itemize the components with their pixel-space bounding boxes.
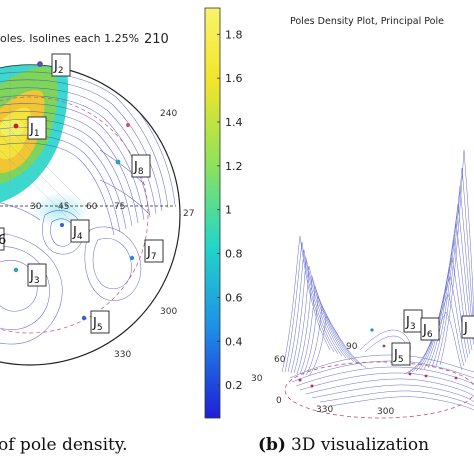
svg-text:J5: J5 — [393, 348, 404, 365]
dashed-great-circle — [0, 96, 149, 334]
svg-text:6: 6 — [0, 233, 6, 248]
colorbar: 1.8 1.6 1.4 1.2 1 0.8 0.6 0.4 0.2 — [204, 7, 243, 419]
colorbar-tick-label: 1.2 — [225, 160, 243, 173]
caption-b: (b) 3D visualization — [258, 435, 429, 455]
azimuth-label: 240 — [160, 109, 177, 119]
svg-text:J6: J6 — [422, 323, 433, 340]
stereonet-panel: oles. Isolines each 1.25% 210 240 27 300… — [0, 32, 194, 455]
joint-label-j2: J2 — [51, 53, 71, 77]
joint-label-j6-partial: 6 — [0, 227, 6, 251]
colorbar-tick-label: 1.8 — [225, 28, 243, 41]
pole-marker — [81, 315, 87, 321]
svg-text:J: J — [463, 321, 468, 336]
svg-text:J3: J3 — [29, 269, 40, 286]
pole-marker — [115, 159, 121, 165]
svg-text:J4: J4 — [72, 225, 83, 242]
stereonet-title-number: 210 — [144, 32, 169, 47]
surface-3d-panel: Poles Density Plot, Principal Pole — [251, 16, 474, 455]
colorbar-tick-label: 1.4 — [225, 116, 243, 129]
grid-label: 60 — [86, 202, 98, 212]
surface-axis-label: 90 — [346, 342, 358, 352]
svg-text:J2: J2 — [53, 59, 64, 76]
surface-joint-label-partial: J — [461, 315, 474, 339]
azimuth-label: 300 — [160, 307, 177, 317]
colorbar-ticks: 1.8 1.6 1.4 1.2 1 0.8 0.6 0.4 0.2 — [217, 28, 243, 392]
svg-text:J1: J1 — [29, 122, 40, 139]
svg-text:J7: J7 — [146, 245, 157, 262]
azimuth-label: 27 — [183, 209, 194, 219]
colorbar-tick-label: 0.6 — [225, 291, 243, 304]
surface-base-ellipse — [284, 361, 474, 419]
surface-joint-label-j6: J6 — [420, 317, 440, 341]
svg-text:J3: J3 — [405, 315, 416, 332]
colorbar-tick-label: 0.2 — [225, 379, 243, 392]
joint-label-j1: J1 — [27, 116, 47, 140]
joint-label-j7: J7 — [144, 239, 164, 263]
surface-joint-label-j5: J5 — [391, 342, 411, 366]
pole-marker — [126, 123, 130, 127]
svg-text:J5: J5 — [92, 316, 103, 333]
grid-label: 45 — [58, 202, 69, 212]
joint-label-j4: J4 — [70, 219, 90, 243]
surface-axis-label: 330 — [316, 405, 333, 415]
colorbar-gradient — [204, 7, 221, 419]
joint-label-j3: J3 — [27, 263, 47, 287]
caption-a: of pole density. — [0, 435, 128, 455]
joint-label-j5: J5 — [90, 310, 110, 334]
azimuth-label: 330 — [114, 350, 131, 360]
joint-label-j8: J8 — [131, 154, 151, 178]
surface-axis-label: 300 — [377, 407, 394, 417]
colorbar-tick-label: 1.6 — [225, 72, 243, 85]
density-field — [0, 65, 90, 231]
surface-joint-label-j3: J3 — [403, 309, 423, 333]
surface-axis-label: 30 — [251, 374, 263, 384]
colorbar-tick-label: 1 — [225, 204, 232, 217]
pole-marker — [13, 267, 19, 273]
surface-axis-label: 0 — [276, 396, 282, 406]
colorbar-tick-label: 0.4 — [225, 335, 243, 348]
pole-marker — [37, 61, 43, 67]
grid-label: 75 — [114, 202, 125, 212]
surface-title: Poles Density Plot, Principal Pole — [290, 16, 444, 27]
pole-markers — [13, 61, 135, 321]
colorbar-tick-label: 0.8 — [225, 248, 243, 261]
svg-text:J8: J8 — [133, 160, 144, 177]
pole-marker — [13, 123, 19, 129]
grid-label: 30 — [30, 202, 42, 212]
pole-marker — [60, 223, 64, 227]
surface-axis-label: 60 — [274, 355, 286, 365]
pole-marker — [129, 255, 135, 261]
stereonet-title: oles. Isolines each 1.25% — [0, 32, 139, 45]
